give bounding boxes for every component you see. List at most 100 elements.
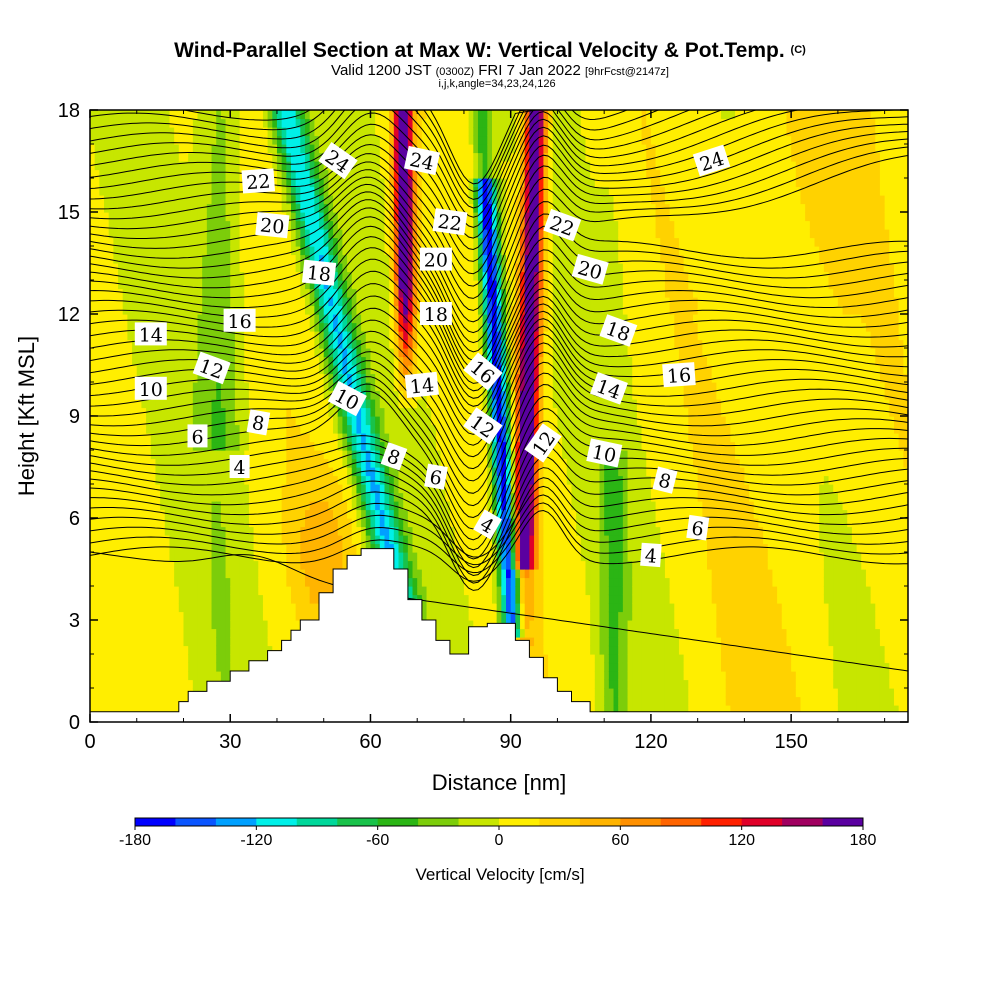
velocity-cell (244, 229, 250, 239)
velocity-cell (253, 144, 259, 154)
velocity-cell (192, 671, 199, 681)
velocity-cell (174, 662, 180, 672)
velocity-cell (258, 611, 264, 621)
velocity-cell (248, 458, 255, 468)
velocity-cell (99, 458, 105, 468)
velocity-cell (319, 203, 325, 213)
velocity-cell (234, 526, 241, 536)
velocity-cell (220, 671, 227, 681)
velocity-cell (300, 229, 306, 239)
velocity-cell (314, 314, 320, 324)
velocity-cell (206, 195, 213, 205)
velocity-cell (155, 348, 161, 358)
velocity-cell (389, 475, 395, 485)
velocity-cell (323, 195, 329, 205)
velocity-cell (141, 144, 147, 154)
velocity-cell (286, 373, 292, 383)
velocity-cell (118, 297, 124, 307)
velocity-cell (108, 594, 114, 604)
velocity-cell (150, 671, 157, 681)
velocity-cell (314, 484, 320, 494)
velocity-cell (290, 501, 297, 511)
velocity-cell (234, 450, 241, 460)
velocity-cell (230, 518, 236, 528)
velocity-cell (136, 552, 143, 562)
velocity-cell (99, 620, 105, 630)
velocity-cell (248, 543, 255, 553)
velocity-cell (183, 254, 189, 264)
velocity-cell (248, 382, 255, 392)
velocity-cell (94, 535, 100, 545)
velocity-cell (384, 280, 390, 290)
velocity-cell (206, 560, 213, 570)
velocity-cell (188, 628, 194, 638)
velocity-cell (314, 492, 320, 502)
velocity-cell (328, 501, 334, 511)
velocity-cell (281, 450, 287, 460)
velocity-cell (206, 467, 213, 477)
velocity-cell (178, 263, 185, 273)
velocity-cell (314, 178, 320, 188)
velocity-cell (276, 331, 283, 341)
velocity-cell (375, 263, 381, 273)
velocity-cell (379, 467, 386, 477)
velocity-cell (225, 280, 231, 290)
velocity-cell (118, 484, 124, 494)
velocity-cell (122, 458, 128, 468)
velocity-cell (122, 382, 128, 392)
velocity-cell (319, 501, 325, 511)
velocity-cell (267, 594, 273, 604)
velocity-cell (90, 178, 96, 188)
velocity-cell (379, 390, 386, 400)
velocity-cell (104, 271, 110, 281)
velocity-cell (202, 552, 208, 562)
velocity-cell (108, 280, 114, 290)
velocity-cell (342, 237, 348, 247)
velocity-cell (174, 552, 180, 562)
velocity-cell (333, 297, 339, 307)
velocity-cell (314, 543, 320, 553)
velocity-cell (234, 399, 241, 409)
velocity-cell (384, 407, 390, 417)
velocity-cell (220, 161, 227, 171)
velocity-cell (309, 152, 315, 162)
velocity-cell (375, 407, 381, 417)
velocity-cell (99, 688, 105, 698)
velocity-cell (295, 263, 301, 273)
velocity-cell (239, 526, 245, 536)
velocity-cell (337, 118, 344, 128)
velocity-cell (220, 348, 227, 358)
velocity-cell (375, 526, 381, 536)
velocity-cell (150, 237, 157, 247)
velocity-cell (323, 212, 329, 222)
velocity-cell (150, 152, 157, 162)
velocity-cell (118, 314, 124, 324)
velocity-cell (314, 467, 320, 477)
velocity-cell (160, 433, 166, 443)
velocity-cell (216, 424, 222, 434)
velocity-cell (155, 416, 161, 426)
velocity-cell (370, 407, 376, 417)
velocity-cell (188, 237, 194, 247)
velocity-cell (99, 654, 105, 664)
velocity-cell (234, 203, 241, 213)
velocity-cell (347, 135, 353, 145)
velocity-cell (94, 161, 100, 171)
velocity-cell (108, 475, 114, 485)
velocity-cell (356, 543, 362, 553)
velocity-cell (365, 152, 372, 162)
velocity-cell (267, 560, 273, 570)
velocity-cell (108, 518, 114, 528)
velocity-cell (160, 450, 166, 460)
velocity-cell (234, 237, 241, 247)
velocity-cell (118, 135, 124, 145)
velocity-cell (258, 161, 264, 171)
velocity-cell (188, 229, 194, 239)
velocity-cell (286, 509, 292, 519)
velocity-cell (253, 203, 259, 213)
velocity-cell (216, 467, 222, 477)
velocity-cell (136, 220, 143, 230)
velocity-cell (356, 322, 362, 332)
velocity-cell (347, 467, 353, 477)
velocity-cell (122, 475, 128, 485)
